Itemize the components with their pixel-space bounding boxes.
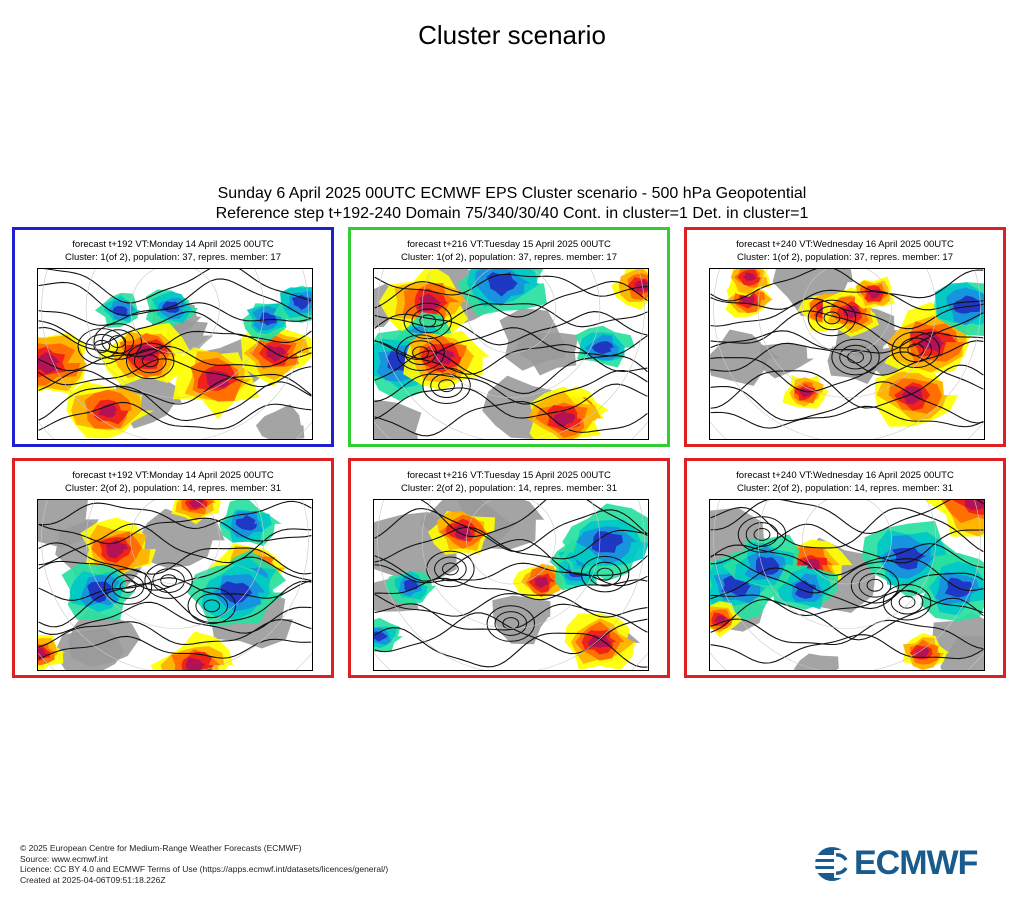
panel-cluster1-t216: forecast t+216 VT:Tuesday 15 April 2025 …: [348, 227, 670, 447]
footer-copyright: © 2025 European Centre for Medium-Range …: [20, 843, 302, 853]
geopotential-map: [37, 268, 313, 440]
panel-forecast-label: forecast t+192 VT:Monday 14 April 2025 0…: [72, 239, 274, 250]
footer-created: Created at 2025-04-06T09:51:18.226Z: [20, 874, 166, 885]
panel-cluster2-t192: forecast t+192 VT:Monday 14 April 2025 0…: [12, 458, 334, 678]
panel-forecast-label: forecast t+240 VT:Wednesday 16 April 202…: [736, 239, 954, 250]
panel-cluster-label: Cluster: 1(of 2), population: 37, repres…: [737, 252, 953, 263]
panel-forecast-label: forecast t+192 VT:Monday 14 April 2025 0…: [72, 470, 274, 481]
subtitle-line-2: Reference step t+192-240 Domain 75/340/3…: [215, 205, 809, 222]
panel-cluster-label: Cluster: 1(of 2), population: 37, repres…: [401, 252, 617, 263]
panel-forecast-label: forecast t+240 VT:Wednesday 16 April 202…: [736, 470, 954, 481]
ecmwf-logo: ECMWF: [812, 844, 1012, 886]
geopotential-map: [709, 268, 985, 440]
panel-cluster-label: Cluster: 2(of 2), population: 14, repres…: [401, 483, 617, 494]
panel-cluster1-t192: forecast t+192 VT:Monday 14 April 2025 0…: [12, 227, 334, 447]
footer-credits: © 2025 European Centre for Medium-Range …: [20, 843, 388, 885]
panel-cluster-label: Cluster: 2(of 2), population: 14, repres…: [737, 483, 953, 494]
ecmwf-logo-icon: [814, 847, 852, 881]
subtitle-line-1: Sunday 6 April 2025 00UTC ECMWF EPS Clus…: [217, 185, 807, 202]
geopotential-map: [373, 499, 649, 671]
panel-cluster2-t240: forecast t+240 VT:Wednesday 16 April 202…: [684, 458, 1006, 678]
geopotential-map: [373, 268, 649, 440]
footer-licence: Licence: CC BY 4.0 and ECMWF Terms of Us…: [20, 864, 389, 874]
footer-source: Source: www.ecmwf.int: [20, 853, 108, 864]
panel-cluster2-t216: forecast t+216 VT:Tuesday 15 April 2025 …: [348, 458, 670, 678]
logo-text: ECMWF: [854, 844, 978, 882]
geopotential-map: [37, 499, 313, 671]
map-subtitle: Sunday 6 April 2025 00UTC ECMWF EPS Clus…: [0, 184, 1024, 224]
geopotential-map: [709, 499, 985, 671]
page-title: Cluster scenario: [418, 20, 606, 50]
panel-cluster-label: Cluster: 1(of 2), population: 37, repres…: [65, 252, 281, 263]
panel-forecast-label: forecast t+216 VT:Tuesday 15 April 2025 …: [407, 239, 611, 250]
panel-cluster1-t240: forecast t+240 VT:Wednesday 16 April 202…: [684, 227, 1006, 447]
panel-forecast-label: forecast t+216 VT:Tuesday 15 April 2025 …: [407, 470, 611, 481]
panel-cluster-label: Cluster: 2(of 2), population: 14, repres…: [65, 483, 281, 494]
